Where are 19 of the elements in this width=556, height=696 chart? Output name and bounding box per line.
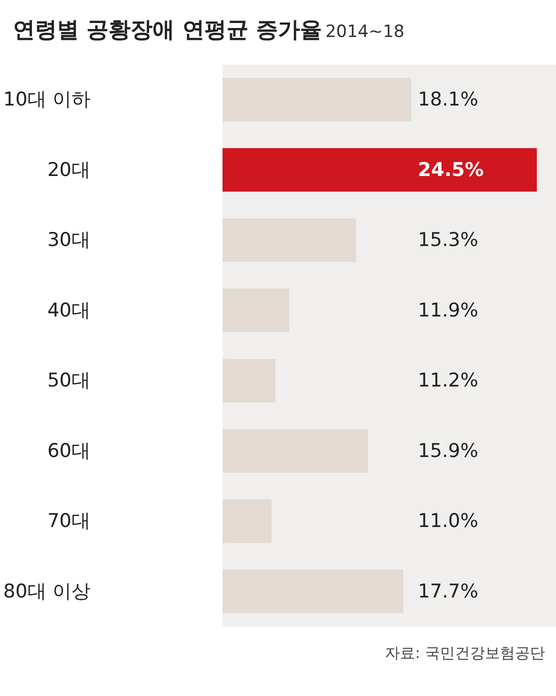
data-label: 11.2% [418, 370, 478, 392]
data-label: 15.9% [418, 440, 478, 462]
chart-title: 연령별 공황장애 연평균 증가율 [13, 18, 322, 43]
data-label: 15.3% [418, 229, 478, 252]
data-label: 24.5% [418, 158, 484, 181]
data-label: 18.1% [418, 88, 478, 111]
y-tick-label: 10대 이하 [3, 88, 90, 111]
y-tick-label: 70대 [47, 510, 91, 532]
y-tick-label: 80대 이상 [3, 580, 90, 602]
data-label: 11.9% [418, 299, 478, 322]
y-tick-label: 60대 [47, 440, 91, 462]
y-tick-label: 40대 [47, 299, 91, 322]
data-label: 17.7% [418, 580, 478, 602]
text: 자료: 국민건강보험공단 [385, 644, 545, 662]
y-tick-label: 50대 [47, 370, 91, 392]
y-tick-label: 20대 [47, 158, 91, 181]
data-label: 11.0% [418, 510, 478, 532]
y-tick-label: 30대 [47, 229, 91, 252]
chart-subtitle: 2014~18 [325, 22, 404, 42]
